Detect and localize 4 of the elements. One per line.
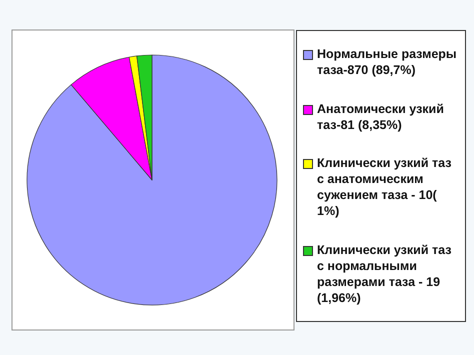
legend-label: Анатомически узкий таз-81 (8,35%) bbox=[317, 100, 445, 133]
legend-label: Клинически узкий таз с анатомическим сужением таза - 10( 1%) bbox=[317, 155, 452, 220]
legend-label: Клинически узкий таз с нормальными размерами таза - 19 (1,96%) bbox=[317, 242, 452, 306]
legend-label: Нормальные размеры таза-870 (89,7%) bbox=[317, 46, 458, 78]
